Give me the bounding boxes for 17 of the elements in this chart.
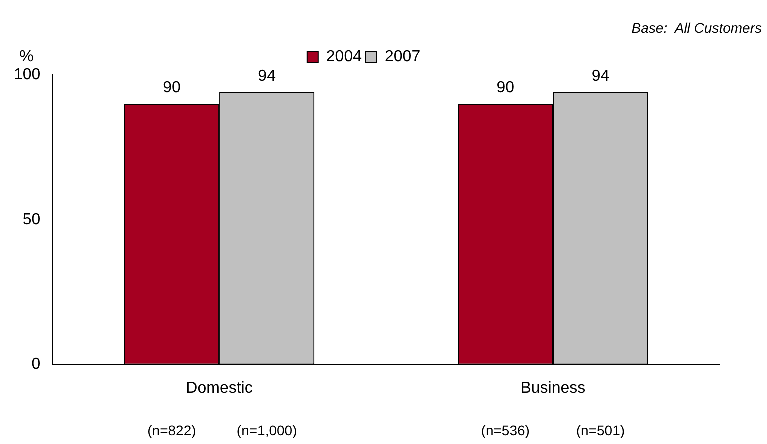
text: (n=822) [148, 422, 196, 439]
text: (n=536) [481, 422, 530, 439]
legend-label: 2007 [385, 48, 421, 66]
text: (n=501) [576, 422, 626, 439]
data-label: 94 [592, 68, 610, 85]
y-axis-title: % [20, 48, 34, 66]
legend-label: 2004 [326, 48, 362, 66]
x-tick-label: Domestic [186, 380, 253, 397]
data-label: 90 [496, 79, 515, 96]
x-tick-label: Business [520, 380, 586, 397]
y-tick-label: 50 [22, 211, 41, 228]
text: (n=1,000) [236, 422, 298, 439]
y-tick-label: 0 [32, 356, 41, 374]
text: Base: All Customers [632, 20, 762, 36]
y-tick-label: 100 [14, 66, 41, 84]
data-label: 90 [163, 79, 181, 96]
data-label: 94 [258, 68, 276, 85]
